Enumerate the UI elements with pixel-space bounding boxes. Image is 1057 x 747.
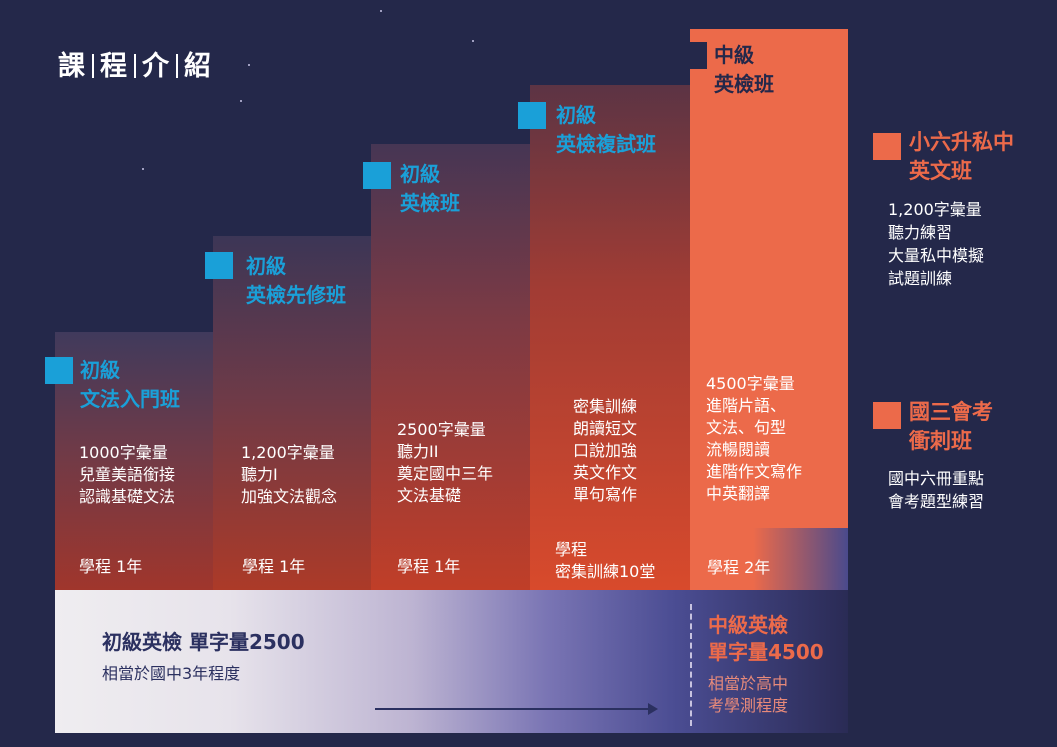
step-column-4 [530,85,690,590]
star [472,40,474,42]
star [142,168,144,170]
page-title-char: 紹 [184,51,212,82]
detail-line: 密集訓練 [573,397,638,416]
page-title-char: 程 [100,51,128,82]
subtitle-line: 考學測程度 [708,696,789,715]
page-title-char: 介 [142,51,170,82]
detail-line: 4500字彙量 [706,374,795,393]
detail-line: 2500字彙量 [397,420,486,439]
duration-label: 學程 2年 [707,558,771,577]
course-title-gept-prep: 初級 英檢先修班 [246,252,346,310]
detail-line: 聽力練習 [888,223,953,242]
course-level: 初級 [80,358,120,382]
detail-line: 1,200字彙量 [888,200,982,219]
duration-line: 學程 [555,540,588,559]
detail-line: 文法、句型 [706,418,787,437]
course-name: 英檢班 [714,72,774,96]
star [248,64,250,66]
step-marker-square [205,252,233,279]
side-course-marker [873,133,901,160]
course-details-gept-intermediate: 4500字彙量 進階片語、 文法、句型 流暢閱讀 進階作文寫作 中英翻譯 [706,373,802,505]
star [380,10,382,12]
course-title-gept-retest: 初級 英檢複試班 [556,101,656,159]
level-divider [690,604,692,726]
star [240,100,242,102]
subtitle-line: 相當於高中 [708,674,789,693]
detail-line: 聽力I [241,465,278,484]
detail-line: 中英翻譯 [706,484,771,503]
step-column-2 [213,236,371,590]
detail-line: 1000字彙量 [79,443,168,462]
course-name: 英檢複試班 [556,132,656,156]
detail-line: 朗讀短文 [573,419,638,438]
side-title-line: 小六升私中 [909,130,1014,154]
detail-line: 試題訓練 [888,269,953,288]
detail-line: 國中六冊重點 [888,469,985,488]
side-course-details-exam-sprint: 國中六冊重點 會考題型練習 [888,467,984,513]
intermediate-vocab-title: 中級英檢 單字量4500 [708,612,824,666]
course-level: 初級 [246,254,286,278]
course-level: 中級 [714,43,754,67]
elementary-vocab-subtitle: 相當於國中3年程度 [102,664,241,683]
step-marker-square [679,42,707,69]
step-marker-square [363,162,391,189]
page-title: 課程介紹 [58,44,212,83]
step-marker-square [45,357,73,384]
progress-arrow-head [648,703,658,715]
detail-line: 大量私中模擬 [888,246,985,265]
course-name: 英檢先修班 [246,283,346,307]
side-course-marker [873,402,901,429]
side-course-title-exam-sprint: 國三會考 衝刺班 [909,398,993,456]
detail-line: 兒童美語銜接 [79,465,176,484]
step-column-1 [55,332,213,590]
progress-arrow-line [375,708,655,710]
duration-label: 學程 1年 [79,557,143,576]
side-title-line: 衝刺班 [909,429,972,453]
side-title-line: 英文班 [909,159,972,183]
detail-line: 會考題型練習 [888,492,985,511]
step-column-3 [371,144,530,590]
course-title-grammar-intro: 初級 文法入門班 [80,356,180,414]
detail-line: 文法基礎 [397,486,462,505]
course-name: 英檢班 [400,191,460,215]
detail-line: 英文作文 [573,463,638,482]
course-details-gept-elementary: 2500字彙量 聽力II 奠定國中三年 文法基礎 [397,419,493,507]
detail-line: 聽力II [397,442,439,461]
detail-line: 進階片語、 [706,396,787,415]
page-title-char: 課 [58,51,86,82]
detail-line: 口說加強 [573,441,638,460]
duration-label: 學程 1年 [397,557,461,576]
title-separator [134,54,136,78]
title-line: 單字量4500 [708,640,824,664]
detail-line: 奠定國中三年 [397,464,494,483]
course-details-gept-prep: 1,200字彙量 聽力I 加強文法觀念 [241,442,337,508]
side-course-details-private-school: 1,200字彙量 聽力練習 大量私中模擬 試題訓練 [888,198,984,290]
course-level: 初級 [400,162,440,186]
title-line: 中級英檢 [708,613,788,637]
duration-label: 學程 1年 [242,557,306,576]
step-column-5 [690,29,848,528]
elementary-vocab-title: 初級英檢 單字量2500 [102,630,305,654]
detail-line: 1,200字彙量 [241,443,335,462]
course-name: 文法入門班 [80,387,180,411]
detail-line: 加強文法觀念 [241,487,338,506]
side-title-line: 國三會考 [909,400,993,424]
course-title-gept-intermediate: 中級 英檢班 [714,41,774,99]
course-details-grammar-intro: 1000字彙量 兒童美語銜接 認識基礎文法 [79,442,175,508]
title-separator [92,54,94,78]
detail-line: 流暢閱讀 [706,440,771,459]
detail-line: 認識基礎文法 [79,487,176,506]
duration-line: 密集訓練10堂 [555,562,656,581]
duration-label: 學程 密集訓練10堂 [555,539,655,583]
step-column-5-duration-strip [690,528,848,590]
intermediate-vocab-subtitle: 相當於高中 考學測程度 [708,673,788,717]
course-level: 初級 [556,103,596,127]
detail-line: 進階作文寫作 [706,462,803,481]
side-course-title-private-school: 小六升私中 英文班 [909,128,1014,186]
detail-line: 單句寫作 [573,485,638,504]
step-marker-square [518,102,546,129]
course-title-gept-elementary: 初級 英檢班 [400,160,460,218]
title-separator [176,54,178,78]
course-details-gept-retest: 密集訓練 朗讀短文 口說加強 英文作文 單句寫作 [573,396,637,506]
